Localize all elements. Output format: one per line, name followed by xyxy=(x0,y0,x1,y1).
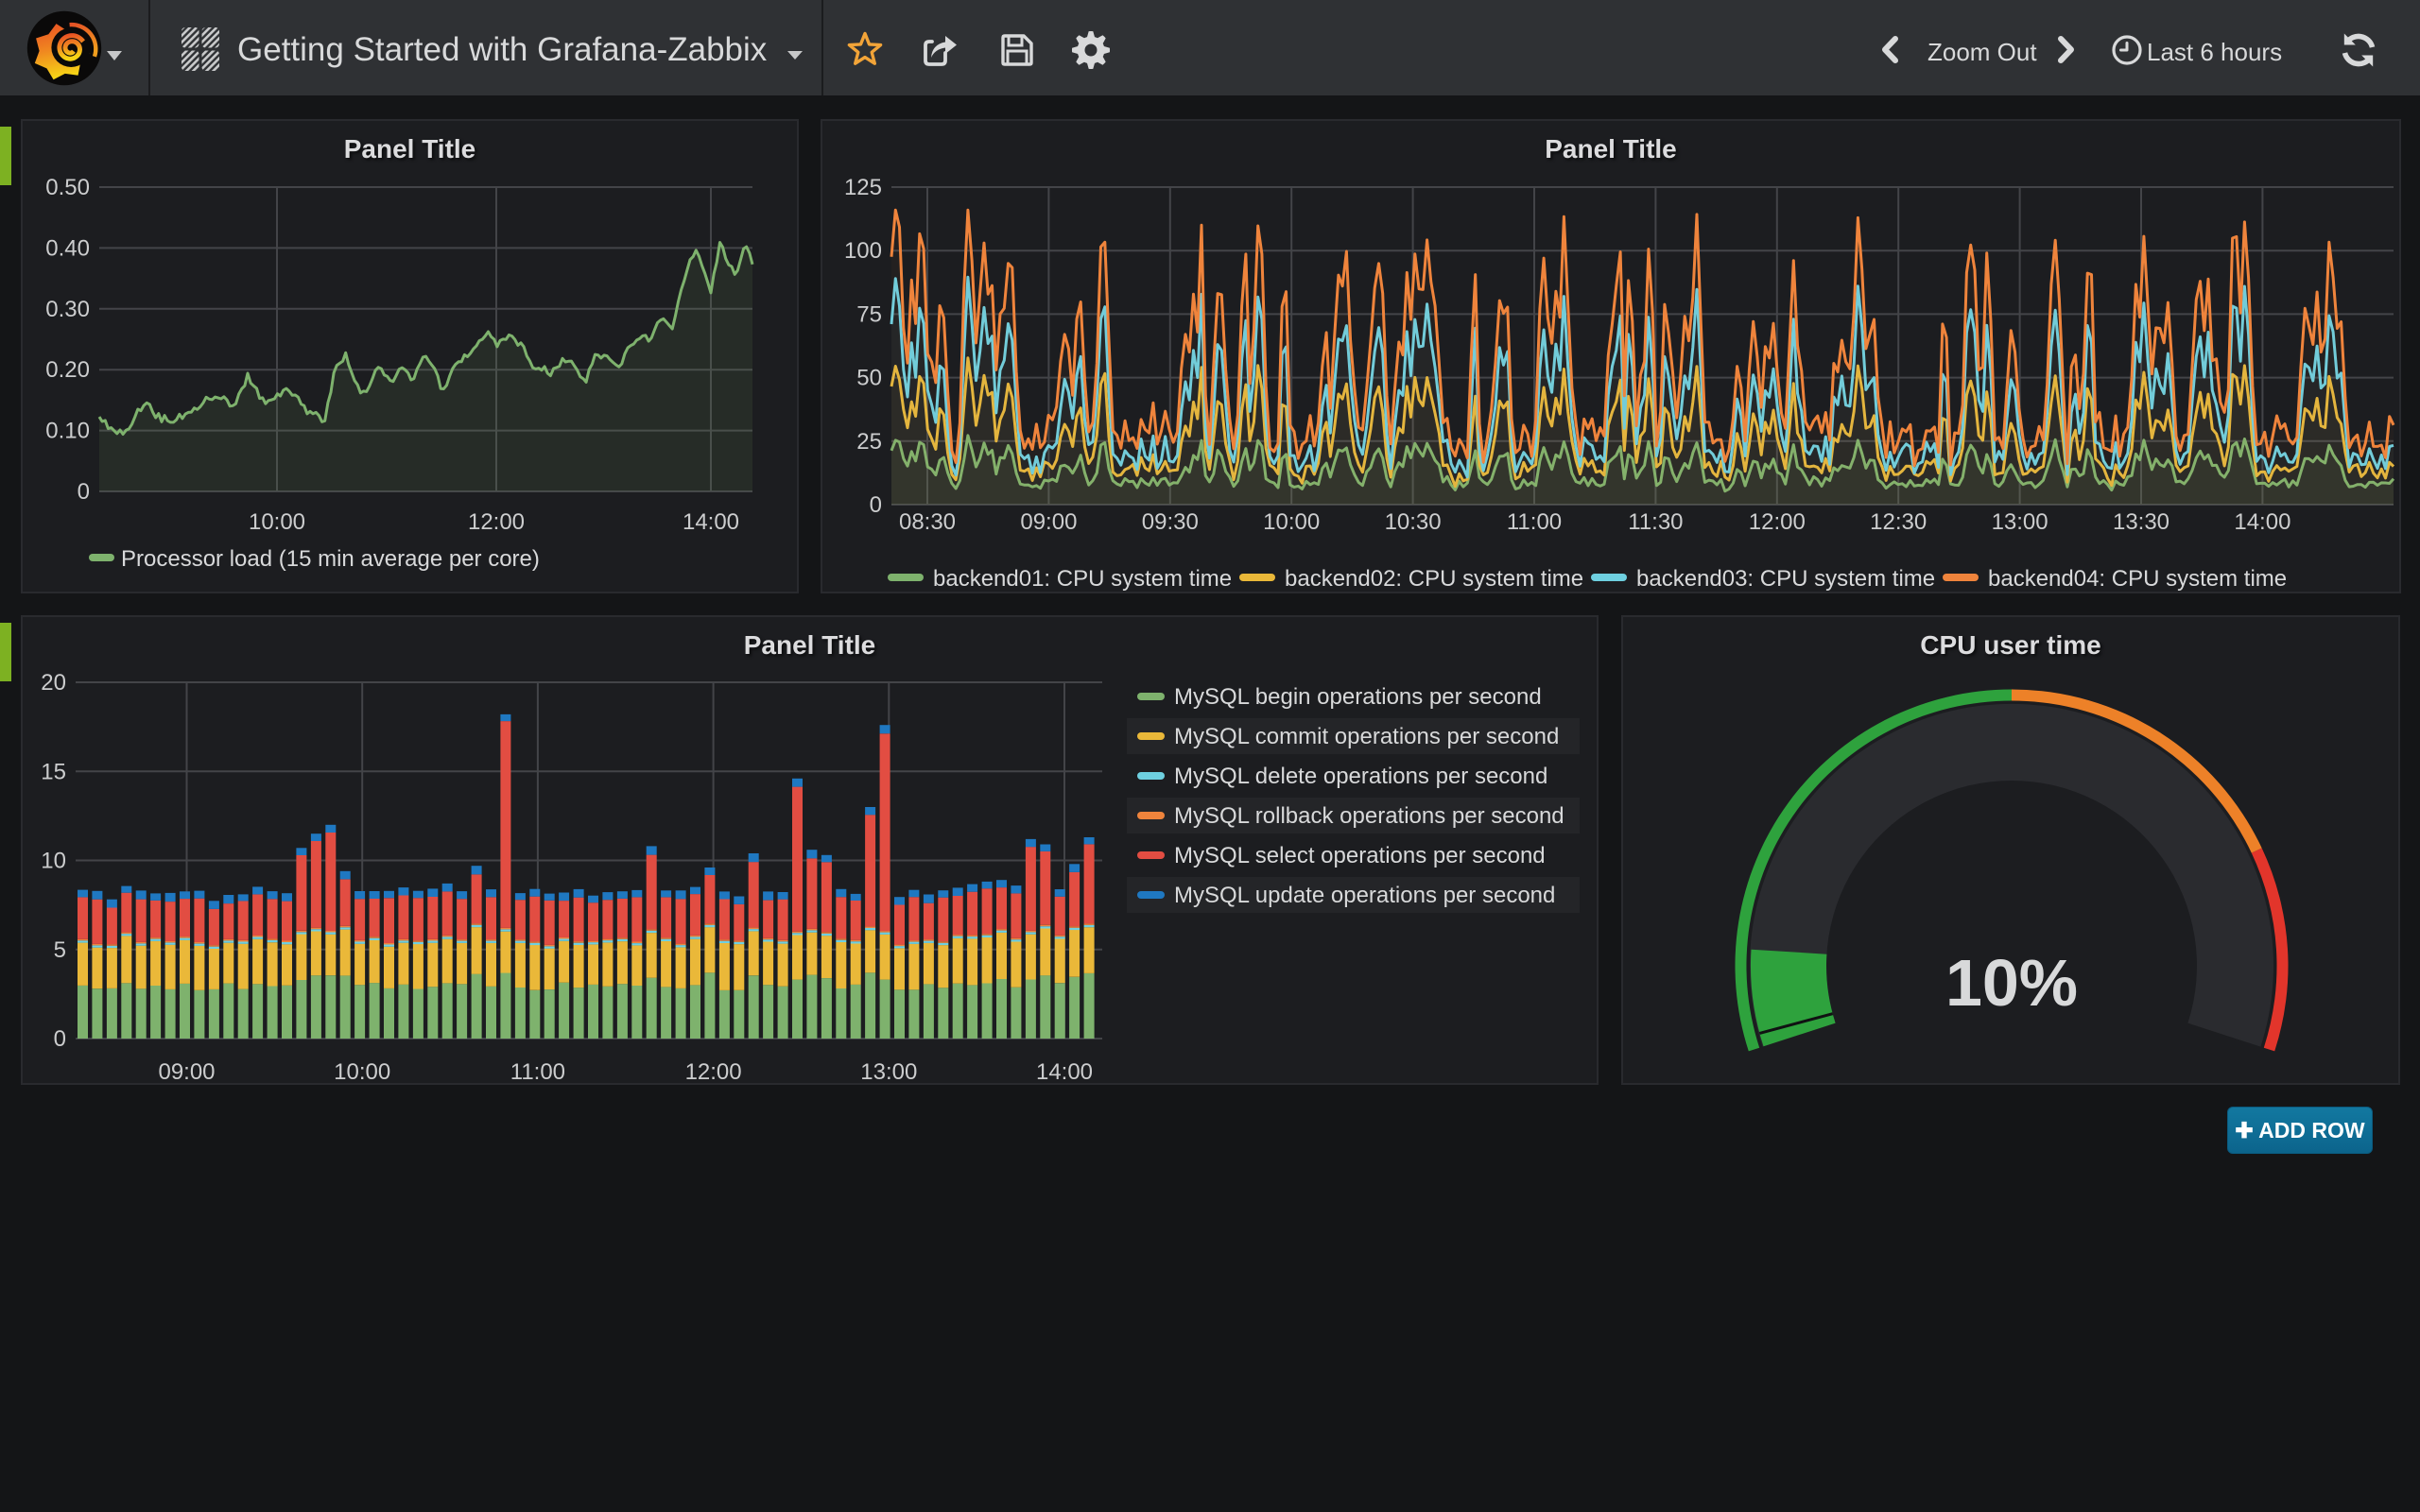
svg-text:125: 125 xyxy=(844,175,882,200)
svg-text:MySQL begin operations per sec: MySQL begin operations per second xyxy=(1174,684,1542,710)
svg-text:11:00: 11:00 xyxy=(1507,509,1562,535)
svg-text:11:30: 11:30 xyxy=(1628,509,1683,535)
svg-text:14:00: 14:00 xyxy=(1036,1059,1093,1085)
svg-text:5: 5 xyxy=(54,937,66,963)
svg-text:14:00: 14:00 xyxy=(683,509,739,535)
svg-text:12:30: 12:30 xyxy=(1870,509,1927,535)
svg-text:0.30: 0.30 xyxy=(45,297,90,322)
svg-text:25: 25 xyxy=(856,429,882,455)
svg-text:09:00: 09:00 xyxy=(1020,509,1077,535)
svg-text:14:00: 14:00 xyxy=(2234,509,2290,535)
svg-text:10:00: 10:00 xyxy=(334,1059,390,1085)
svg-text:0: 0 xyxy=(78,479,90,505)
svg-text:100: 100 xyxy=(844,238,882,264)
svg-text:MySQL select operations per se: MySQL select operations per second xyxy=(1174,843,1546,868)
svg-text:0: 0 xyxy=(870,492,882,518)
svg-text:09:30: 09:30 xyxy=(1142,509,1199,535)
svg-text:MySQL delete operations per se: MySQL delete operations per second xyxy=(1174,764,1547,789)
svg-text:50: 50 xyxy=(856,366,882,391)
svg-text:0.10: 0.10 xyxy=(45,419,90,444)
svg-text:09:00: 09:00 xyxy=(158,1059,215,1085)
svg-text:13:00: 13:00 xyxy=(860,1059,917,1085)
svg-text:10:00: 10:00 xyxy=(1263,509,1320,535)
svg-text:0: 0 xyxy=(54,1026,66,1052)
svg-text:12:00: 12:00 xyxy=(685,1059,742,1085)
svg-text:backend02: CPU system time: backend02: CPU system time xyxy=(1285,566,1583,592)
svg-text:10%: 10% xyxy=(1945,946,2078,1020)
svg-text:13:00: 13:00 xyxy=(1992,509,2048,535)
svg-text:11:00: 11:00 xyxy=(510,1059,565,1085)
svg-text:12:00: 12:00 xyxy=(1749,509,1806,535)
svg-text:15: 15 xyxy=(41,759,66,784)
svg-text:08:30: 08:30 xyxy=(899,509,956,535)
svg-text:75: 75 xyxy=(856,301,882,327)
svg-text:0.40: 0.40 xyxy=(45,235,90,261)
svg-text:backend01: CPU system time: backend01: CPU system time xyxy=(933,566,1232,592)
svg-text:10:30: 10:30 xyxy=(1385,509,1442,535)
svg-text:MySQL commit operations per se: MySQL commit operations per second xyxy=(1174,724,1559,749)
svg-text:13:30: 13:30 xyxy=(2113,509,2169,535)
svg-text:MySQL update operations per se: MySQL update operations per second xyxy=(1174,883,1555,908)
svg-text:10:00: 10:00 xyxy=(249,509,305,535)
svg-text:backend03: CPU system time: backend03: CPU system time xyxy=(1636,566,1935,592)
svg-text:backend04: CPU system time: backend04: CPU system time xyxy=(1988,566,2287,592)
svg-text:MySQL rollback operations per: MySQL rollback operations per second xyxy=(1174,803,1564,829)
svg-text:Processor load (15 min average: Processor load (15 min average per core) xyxy=(121,546,540,572)
svg-text:0.50: 0.50 xyxy=(45,175,90,200)
svg-text:12:00: 12:00 xyxy=(468,509,525,535)
svg-text:10: 10 xyxy=(41,849,66,874)
svg-text:20: 20 xyxy=(41,670,66,696)
svg-text:0.20: 0.20 xyxy=(45,357,90,383)
